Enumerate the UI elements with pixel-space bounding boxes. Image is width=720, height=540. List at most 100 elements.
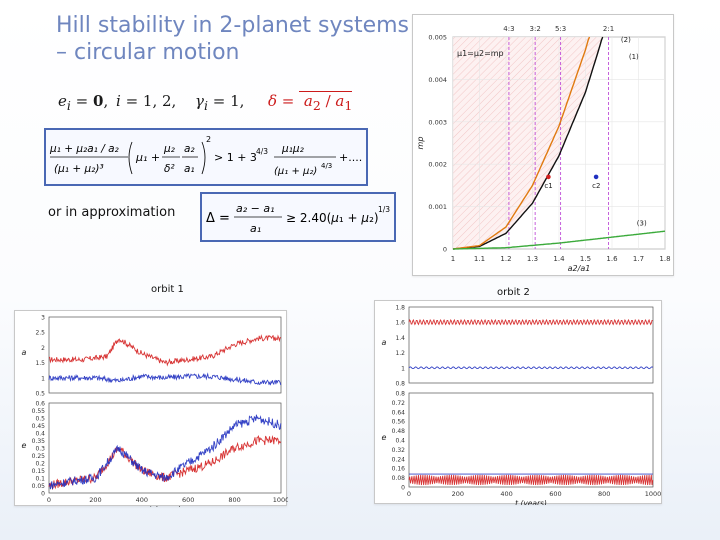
svg-text:4/3: 4/3 xyxy=(256,147,268,156)
x-tick-label: 400 xyxy=(500,490,512,498)
x-tick-label: 1.8 xyxy=(659,255,670,263)
e-tick-label: 0.32 xyxy=(392,447,406,454)
circular-motion-conditions: ei = 0, i = 1, 2, γi = 1, δ = a2 / a1 xyxy=(58,91,378,114)
svg-text:a₂ − a₁: a₂ − a₁ xyxy=(236,202,275,215)
svg-text:> 1 + 3: > 1 + 3 xyxy=(214,151,257,164)
y-axis-label: mp xyxy=(416,137,425,150)
orbit1-label: orbit 1 xyxy=(151,284,184,295)
a-panel-frame xyxy=(408,306,654,384)
x-tick-label: 1.7 xyxy=(633,255,644,263)
x-tick-label: 1.5 xyxy=(580,255,591,263)
a-axis-label: a xyxy=(382,338,387,347)
e-tick-label: 0.45 xyxy=(32,423,46,430)
x-tick-label: 600 xyxy=(182,496,194,504)
series-line xyxy=(452,36,604,250)
y-tick-label: 0.001 xyxy=(428,203,447,211)
x-tick-label: 800 xyxy=(598,490,610,498)
resonance-label: 2:1 xyxy=(603,25,614,33)
e-tick-label: 0.48 xyxy=(392,428,406,435)
x-tick-label: 1.3 xyxy=(527,255,538,263)
e-tick-label: 0.8 xyxy=(395,391,405,398)
x-tick-label: 1000 xyxy=(273,496,288,504)
svg-text:δ²: δ² xyxy=(164,163,175,175)
curve-label: (1) xyxy=(629,53,639,61)
orbit1-panel: 0.5 1 1.5 2 2.5 3 0 0.05 0.1 0.15 0.2 0.25 0.3 0.35 0.… xyxy=(14,310,289,514)
series-line xyxy=(452,36,591,250)
x-tick-label: 600 xyxy=(549,490,561,498)
e-tick-label: 0.2 xyxy=(35,461,45,468)
y-tick-label: 0.004 xyxy=(428,76,447,84)
e-tick-label: 0 xyxy=(401,485,405,492)
gamma-condition: γi = 1, xyxy=(195,92,245,113)
y-tick-label: 0.002 xyxy=(428,161,447,169)
e-panel-frame xyxy=(408,392,654,488)
e-tick-label: 0.3 xyxy=(35,446,45,453)
svg-text:2: 2 xyxy=(206,135,211,144)
stability-chart-panel: 1 1.1 1.2 1.3 1.4 1.5 1.6 1.7 1.8 0 0.001 0.002 0.00… xyxy=(412,14,674,276)
a-tick-label: 2.5 xyxy=(35,330,45,337)
x-tick-label: 1.4 xyxy=(553,255,565,263)
x-tick-label: 0 xyxy=(47,496,51,504)
svg-text:1/3: 1/3 xyxy=(378,205,390,214)
e-tick-label: 0.4 xyxy=(395,438,405,445)
a-tick-label: 3 xyxy=(41,315,45,322)
x-tick-label: 1.6 xyxy=(606,255,618,263)
orbit2-chart: 0.8 1 1.2 1.4 1.6 1.8 0 0.08 0.16 0.24 0.32 0.4 0.48… xyxy=(382,305,662,509)
e-tick-label: 0.64 xyxy=(392,409,406,416)
orbit2-panel: 0.8 1 1.2 1.4 1.6 1.8 0 0.08 0.16 0.24 0.32 0.4 0.48… xyxy=(374,300,662,509)
svg-text:a₁: a₁ xyxy=(184,163,195,175)
data-point xyxy=(546,174,551,180)
svg-text:μ₁μ₂: μ₁μ₂ xyxy=(281,143,305,155)
x-axis-label: a2/a1 xyxy=(568,264,591,273)
e-axis-label: e xyxy=(22,441,27,450)
e-tick-label: 0.08 xyxy=(392,475,406,482)
unstable-region xyxy=(453,37,605,249)
e-tick-label: 0.24 xyxy=(392,456,406,463)
svg-text:a₁: a₁ xyxy=(250,222,261,235)
y-tick-label: 0.003 xyxy=(428,118,447,126)
svg-text:μ₂: μ₂ xyxy=(163,143,176,155)
point-label: c1 xyxy=(544,182,552,190)
a-tick-label: 1 xyxy=(41,375,45,382)
title-line-1: Hill stability in 2-planet systems xyxy=(56,13,410,38)
stability-chart: 1 1.1 1.2 1.3 1.4 1.5 1.6 1.7 1.8 0 0.001 0.002 0.00… xyxy=(416,25,671,273)
e-axis-label: e xyxy=(382,433,387,442)
delta-definition: δ = a2 / a1 xyxy=(268,91,353,113)
e-tick-label: 0.5 xyxy=(35,416,45,423)
y-tick-label: 0 xyxy=(443,246,447,254)
y-tick-label: 0.005 xyxy=(428,34,447,42)
a-tick-label: 1.2 xyxy=(395,350,405,357)
hill-criterion-formula: μ₁ + μ₂a₁ / a₂ (μ₁ + μ₂)³ μ₁ + μ₂ δ² a₂ … xyxy=(49,135,362,177)
svg-text:μ₁ +: μ₁ + xyxy=(135,151,160,164)
a-tick-label: 0.5 xyxy=(35,391,45,398)
x-tick-label: 1.1 xyxy=(474,255,485,263)
series-line xyxy=(453,230,666,250)
index-condition: i = 1, 2, xyxy=(116,92,177,110)
e-tick-label: 0.4 xyxy=(35,431,45,438)
svg-text:(μ₁ + μ₂)³: (μ₁ + μ₂)³ xyxy=(54,163,104,175)
e-tick-label: 0.25 xyxy=(32,453,46,460)
hill-criterion-equation: μ₁ + μ₂a₁ / a₂ (μ₁ + μ₂)³ μ₁ + μ₂ δ² a₂ … xyxy=(44,128,368,186)
svg-text:μ₁ + μ₂a₁ / a₂: μ₁ + μ₂a₁ / a₂ xyxy=(49,143,120,155)
e-tick-label: 0.72 xyxy=(392,400,406,407)
curve-label: (3) xyxy=(637,220,647,228)
x-tick-label: 1 xyxy=(451,255,455,263)
x-tick-label: 400 xyxy=(136,496,148,504)
e-tick-label: 0.1 xyxy=(35,476,45,483)
point-label: c2 xyxy=(592,182,600,190)
a-tick-label: 2 xyxy=(41,345,45,352)
svg-text:≥ 2.40(μ₁ + μ₂): ≥ 2.40(μ₁ + μ₂) xyxy=(286,211,379,225)
x-tick-label: 200 xyxy=(89,496,101,504)
svg-text:a₂: a₂ xyxy=(184,143,195,155)
eccentricity-condition: ei = 0, xyxy=(58,92,109,113)
e-tick-label: 0.6 xyxy=(35,401,45,408)
orbit2-label: orbit 2 xyxy=(497,287,530,298)
e-tick-label: 0.55 xyxy=(32,408,46,415)
x-tick-label: 1.2 xyxy=(500,255,511,263)
a-tick-label: 1 xyxy=(401,365,405,372)
resonance-label: 5:3 xyxy=(555,25,566,33)
slide-title: Hill stability in 2-planet systems – cir… xyxy=(56,12,416,66)
e-tick-label: 0.16 xyxy=(392,466,406,473)
e-tick-label: 0.05 xyxy=(32,483,46,490)
x-tick-label: 800 xyxy=(228,496,240,504)
